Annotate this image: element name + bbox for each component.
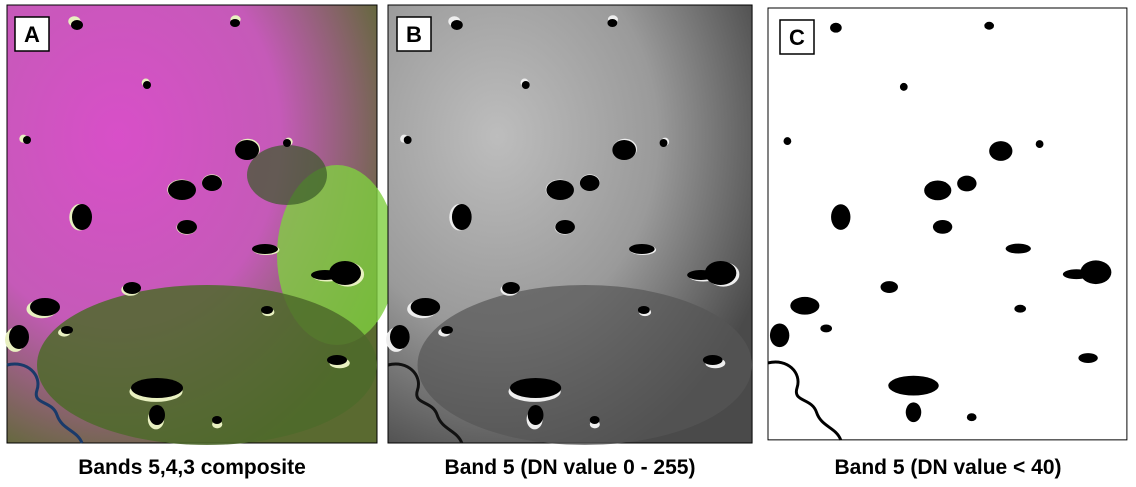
panel-letter: B: [406, 22, 422, 47]
panel-b: [386, 5, 752, 445]
caption: Bands 5,4,3 composite: [78, 456, 306, 479]
panel-letter: A: [24, 22, 40, 47]
caption: Band 5 (DN value 0 - 255): [445, 456, 696, 479]
page: A B C Bands 5,4,3 composite Band 5 (DN v…: [0, 0, 1136, 482]
panel-letter: C: [789, 25, 805, 50]
panel-a: [5, 5, 397, 445]
figure: A B C Bands 5,4,3 composite Band 5 (DN v…: [0, 0, 1136, 482]
panel-c: [768, 8, 1127, 440]
caption: Band 5 (DN value < 40): [835, 456, 1062, 479]
